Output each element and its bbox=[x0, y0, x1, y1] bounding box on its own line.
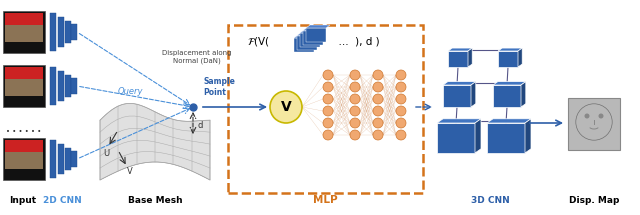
Polygon shape bbox=[518, 48, 522, 67]
Circle shape bbox=[323, 82, 333, 92]
Text: ...  ), d ): ... ), d ) bbox=[332, 36, 380, 46]
Circle shape bbox=[323, 94, 333, 104]
Circle shape bbox=[396, 70, 406, 80]
Circle shape bbox=[396, 118, 406, 128]
Polygon shape bbox=[498, 51, 518, 67]
Circle shape bbox=[270, 91, 302, 123]
Text: V: V bbox=[280, 100, 291, 114]
Text: V: V bbox=[127, 166, 133, 175]
Polygon shape bbox=[437, 119, 481, 123]
Circle shape bbox=[323, 118, 333, 128]
Text: 3D CNN: 3D CNN bbox=[470, 196, 509, 205]
Polygon shape bbox=[493, 85, 521, 107]
Polygon shape bbox=[487, 123, 525, 153]
Circle shape bbox=[373, 106, 383, 116]
FancyBboxPatch shape bbox=[3, 11, 45, 53]
Text: Input: Input bbox=[10, 196, 36, 205]
Circle shape bbox=[396, 94, 406, 104]
Circle shape bbox=[598, 114, 604, 118]
Polygon shape bbox=[493, 82, 526, 85]
Polygon shape bbox=[443, 82, 476, 85]
Circle shape bbox=[350, 70, 360, 80]
FancyBboxPatch shape bbox=[5, 169, 43, 177]
Polygon shape bbox=[294, 35, 318, 38]
FancyBboxPatch shape bbox=[71, 78, 77, 94]
Polygon shape bbox=[303, 28, 327, 31]
FancyBboxPatch shape bbox=[3, 65, 45, 107]
Polygon shape bbox=[297, 32, 321, 35]
Circle shape bbox=[323, 130, 333, 140]
Circle shape bbox=[350, 94, 360, 104]
Circle shape bbox=[396, 130, 406, 140]
Text: MLP: MLP bbox=[313, 195, 337, 205]
FancyBboxPatch shape bbox=[3, 138, 45, 180]
FancyBboxPatch shape bbox=[297, 35, 317, 49]
FancyBboxPatch shape bbox=[65, 148, 71, 170]
Polygon shape bbox=[468, 48, 472, 67]
Circle shape bbox=[373, 130, 383, 140]
Text: Base Mesh: Base Mesh bbox=[128, 196, 182, 205]
Polygon shape bbox=[306, 25, 330, 28]
FancyBboxPatch shape bbox=[5, 13, 43, 25]
FancyBboxPatch shape bbox=[65, 75, 71, 97]
Text: d: d bbox=[197, 120, 202, 129]
FancyBboxPatch shape bbox=[65, 21, 71, 43]
Polygon shape bbox=[448, 48, 472, 51]
FancyBboxPatch shape bbox=[294, 38, 314, 52]
Text: • • • • • •: • • • • • • bbox=[6, 129, 42, 135]
Text: 2D CNN: 2D CNN bbox=[43, 196, 81, 205]
FancyBboxPatch shape bbox=[5, 140, 43, 152]
Circle shape bbox=[373, 94, 383, 104]
FancyBboxPatch shape bbox=[58, 17, 64, 47]
Polygon shape bbox=[475, 119, 481, 153]
Text: U: U bbox=[103, 149, 109, 158]
FancyBboxPatch shape bbox=[5, 67, 43, 79]
Polygon shape bbox=[521, 82, 526, 107]
Text: Displacement along
Normal (DaN): Displacement along Normal (DaN) bbox=[163, 50, 232, 64]
FancyBboxPatch shape bbox=[50, 13, 56, 51]
FancyBboxPatch shape bbox=[5, 96, 43, 104]
Polygon shape bbox=[498, 48, 522, 51]
Circle shape bbox=[350, 118, 360, 128]
Circle shape bbox=[373, 82, 383, 92]
Circle shape bbox=[350, 106, 360, 116]
Polygon shape bbox=[525, 119, 531, 153]
Polygon shape bbox=[100, 103, 210, 180]
Circle shape bbox=[350, 82, 360, 92]
Text: Disp. Map: Disp. Map bbox=[569, 196, 619, 205]
FancyBboxPatch shape bbox=[58, 71, 64, 101]
FancyBboxPatch shape bbox=[568, 98, 620, 150]
Circle shape bbox=[396, 82, 406, 92]
Polygon shape bbox=[448, 51, 468, 67]
FancyBboxPatch shape bbox=[5, 14, 43, 50]
FancyBboxPatch shape bbox=[5, 68, 43, 104]
FancyBboxPatch shape bbox=[5, 42, 43, 50]
FancyBboxPatch shape bbox=[303, 31, 323, 45]
Text: Sample
Point: Sample Point bbox=[203, 77, 235, 97]
Polygon shape bbox=[471, 82, 476, 107]
Circle shape bbox=[373, 70, 383, 80]
Polygon shape bbox=[487, 119, 531, 123]
Circle shape bbox=[584, 114, 589, 118]
Circle shape bbox=[323, 70, 333, 80]
FancyBboxPatch shape bbox=[58, 144, 64, 174]
Polygon shape bbox=[443, 85, 471, 107]
Circle shape bbox=[350, 130, 360, 140]
FancyBboxPatch shape bbox=[50, 67, 56, 105]
FancyBboxPatch shape bbox=[306, 28, 326, 42]
FancyBboxPatch shape bbox=[71, 151, 77, 167]
Circle shape bbox=[373, 118, 383, 128]
FancyBboxPatch shape bbox=[300, 33, 320, 47]
FancyBboxPatch shape bbox=[5, 141, 43, 177]
Text: $\mathcal{F}$(V(: $\mathcal{F}$(V( bbox=[247, 34, 271, 48]
Polygon shape bbox=[300, 30, 324, 33]
Text: Query: Query bbox=[117, 88, 143, 97]
Circle shape bbox=[396, 106, 406, 116]
FancyBboxPatch shape bbox=[50, 140, 56, 178]
Circle shape bbox=[323, 106, 333, 116]
Polygon shape bbox=[437, 123, 475, 153]
FancyBboxPatch shape bbox=[71, 24, 77, 40]
